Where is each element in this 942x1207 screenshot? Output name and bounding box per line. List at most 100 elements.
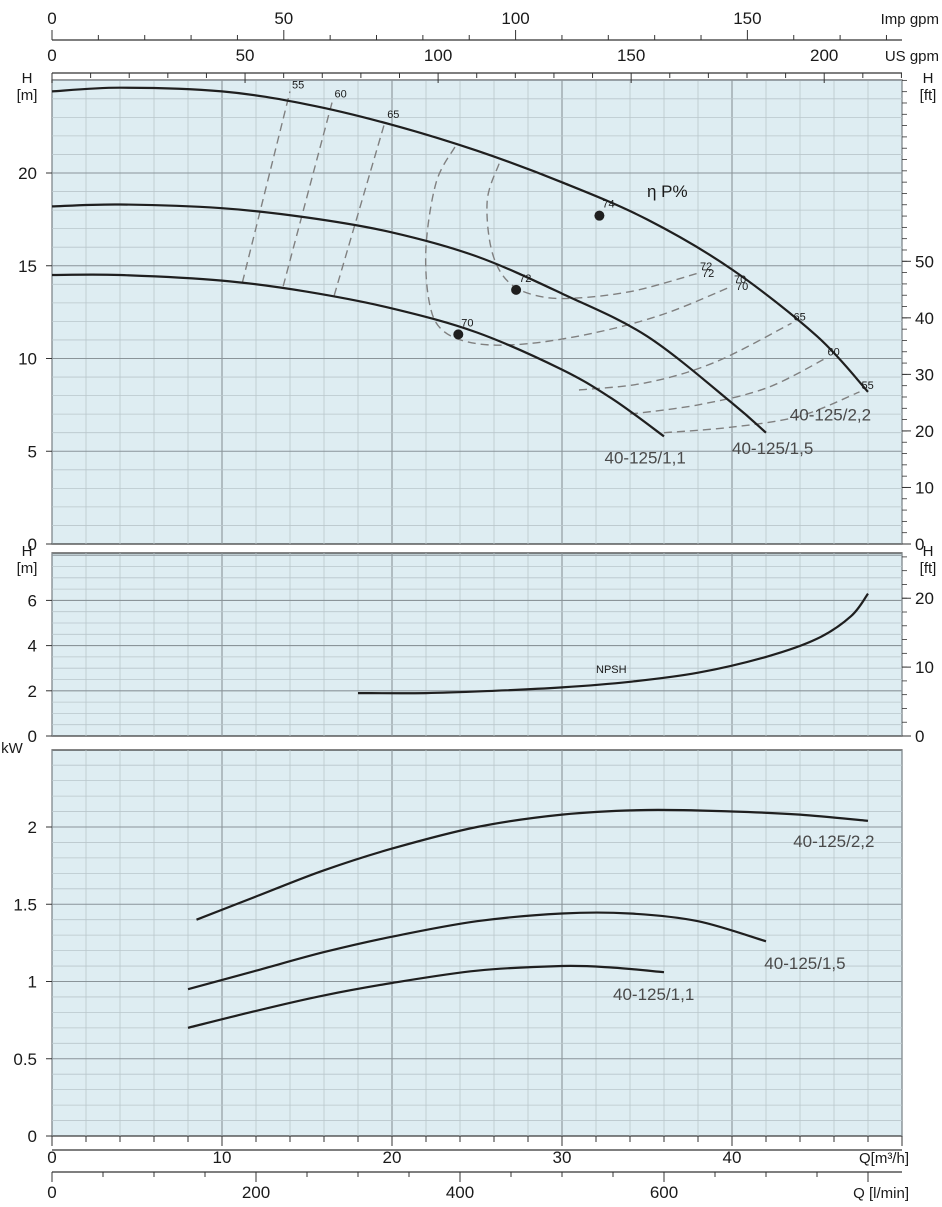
y2-axis-label: H [923, 543, 934, 560]
label-layer: Imp gpm US gpm Q[m³/h] Q [l/min] η P% 0 5… [1, 9, 939, 1202]
efficiency-label: 72 [700, 261, 712, 273]
efficiency-title: η P% [647, 182, 688, 201]
power-curve [187, 964, 665, 1029]
us-gpm-unit: US gpm [885, 48, 939, 65]
us-gpm-tick-label: 50 [236, 46, 255, 65]
efficiency-curve-55 [241, 91, 291, 283]
y-axis-label: [m] [17, 87, 38, 104]
npsh-panel [51, 552, 903, 737]
q-m3h-tick-label: 30 [553, 1148, 572, 1167]
y-tick-label: 2 [28, 682, 37, 701]
npsh-label: NPSH [596, 664, 627, 676]
y2-tick-label: 10 [915, 658, 934, 677]
q-lmin-tick-label: 600 [650, 1183, 678, 1202]
head-curve [51, 273, 665, 438]
head-panel [51, 79, 903, 545]
power-panel [51, 749, 903, 1137]
efficiency-curve-right-55 [663, 391, 860, 434]
head-curve [51, 203, 767, 434]
q-m3h-tick-label: 40 [723, 1148, 742, 1167]
q-lmin-tick-label: 0 [47, 1183, 56, 1202]
y2-tick-label: 20 [915, 422, 934, 441]
q-m3h-unit: Q[m³/h] [859, 1150, 909, 1167]
head-curve-label: 40-125/1,1 [605, 448, 686, 467]
y2-tick-label: 40 [915, 309, 934, 328]
head-curve-label: 40-125/2,2 [790, 406, 871, 425]
y-axis-label: kW [1, 740, 24, 757]
q-lmin-tick-label: 200 [242, 1183, 270, 1202]
imp-gpm-unit: Imp gpm [881, 11, 939, 28]
us-gpm-tick-label: 200 [810, 46, 838, 65]
head-curve [51, 86, 869, 393]
y-tick-label: 1.5 [13, 895, 37, 914]
axis-layer [46, 30, 911, 1182]
y2-tick-label: 0 [915, 727, 924, 746]
y-axis-label: H [22, 543, 33, 560]
duty-point [594, 210, 605, 221]
efficiency-curve-65 [333, 120, 386, 296]
q-m3h-tick-label: 20 [383, 1148, 402, 1167]
y-tick-label: 0 [28, 727, 37, 746]
y2-axis-label: H [923, 70, 934, 87]
q-lmin-unit: Q [l/min] [853, 1185, 909, 1202]
y-tick-label: 0 [28, 1127, 37, 1146]
y-tick-label: 1 [28, 973, 37, 992]
y2-tick-label: 20 [915, 589, 934, 608]
duty-point-label: 74 [602, 199, 614, 211]
imp-gpm-tick-label: 150 [733, 9, 761, 28]
power-curve-label: 40-125/1,5 [764, 954, 845, 973]
duty-point-label: 72 [519, 273, 531, 285]
y2-axis-label: [ft] [920, 87, 937, 104]
imp-gpm-tick-label: 0 [47, 9, 56, 28]
us-gpm-tick-label: 0 [47, 46, 56, 65]
efficiency-curve-right-65 [578, 322, 792, 391]
duty-point [511, 284, 522, 295]
duty-point-label: 70 [461, 317, 473, 329]
y-tick-label: 20 [18, 164, 37, 183]
us-gpm-tick-label: 150 [617, 46, 645, 65]
y-tick-label: 10 [18, 350, 37, 369]
q-m3h-tick-label: 0 [47, 1148, 56, 1167]
power-curve-label: 40-125/1,1 [613, 985, 694, 1004]
y-tick-label: 5 [28, 442, 37, 461]
y-tick-label: 15 [18, 257, 37, 276]
efficiency-label: 65 [794, 311, 806, 323]
efficiency-curve-right-60 [629, 357, 826, 415]
y-axis-label: H [22, 70, 33, 87]
duty-point [453, 329, 464, 340]
us-gpm-tick-label: 100 [424, 46, 452, 65]
y2-tick-label: 50 [915, 252, 934, 271]
q-lmin-tick-label: 400 [446, 1183, 474, 1202]
y-tick-label: 0.5 [13, 1050, 37, 1069]
efficiency-label: 55 [862, 380, 874, 392]
y2-axis-label: [ft] [920, 560, 937, 577]
power-curve [187, 911, 767, 991]
imp-gpm-tick-label: 100 [501, 9, 529, 28]
power-curve [196, 808, 869, 921]
y-tick-label: 4 [28, 637, 37, 656]
y-tick-label: 2 [28, 818, 37, 837]
efficiency-label: 55 [292, 79, 304, 91]
y2-tick-label: 10 [915, 478, 934, 497]
y-axis-label: [m] [17, 560, 38, 577]
efficiency-label: 65 [387, 109, 399, 121]
q-m3h-tick-label: 10 [213, 1148, 232, 1167]
head-curve-label: 40-125/1,5 [732, 439, 813, 458]
efficiency-label: 70 [734, 274, 746, 286]
efficiency-curve-72 [486, 163, 699, 300]
npsh-curve [357, 592, 869, 695]
y2-tick-label: 0 [915, 535, 924, 554]
efficiency-label: 72 [702, 268, 714, 280]
y2-tick-label: 30 [915, 365, 934, 384]
efficiency-label: 60 [335, 89, 347, 101]
imp-gpm-tick-label: 50 [274, 9, 293, 28]
y-tick-label: 0 [28, 535, 37, 554]
efficiency-label: 70 [736, 281, 748, 293]
efficiency-label: 60 [828, 347, 840, 359]
curve-layer [51, 86, 869, 1029]
y-tick-label: 6 [28, 591, 37, 610]
power-curve-label: 40-125/2,2 [793, 832, 874, 851]
efficiency-curve-70 [424, 146, 733, 346]
